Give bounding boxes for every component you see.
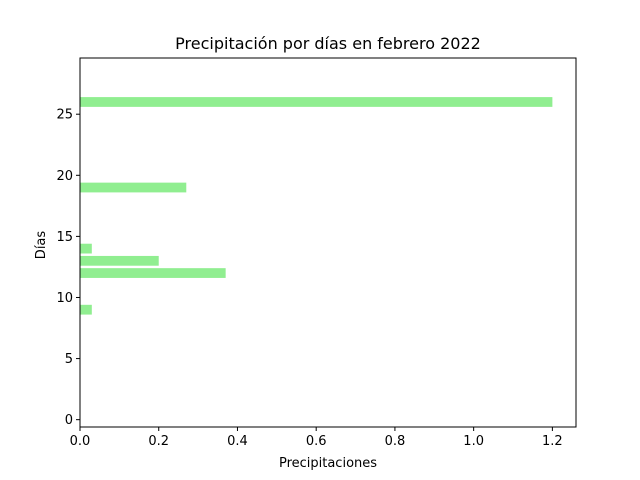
y-tick-label: 5 xyxy=(65,352,73,367)
y-axis-label: Días xyxy=(34,231,49,260)
bar-day-13 xyxy=(80,255,159,266)
x-tick-label: 0.0 xyxy=(70,434,91,449)
x-tick-label: 0.6 xyxy=(306,434,327,449)
x-tick-label: 0.8 xyxy=(385,434,406,449)
x-axis-label: Precipitaciones xyxy=(279,456,377,471)
x-axis-ticks: 0.0 0.2 0.4 0.6 0.8 1.0 1.2 xyxy=(70,427,563,449)
y-tick-label: 20 xyxy=(56,169,73,184)
y-axis-ticks: 0 5 10 15 20 25 xyxy=(56,108,80,428)
bar-day-9 xyxy=(80,304,92,315)
bar-day-26 xyxy=(80,97,553,107)
chart-title: Precipitación por días en febrero 2022 xyxy=(175,34,481,53)
bar-day-19 xyxy=(80,182,187,193)
y-tick-label: 15 xyxy=(56,230,73,245)
x-tick-label: 1.2 xyxy=(542,434,563,449)
plot-frame xyxy=(79,57,577,428)
bar-day-12 xyxy=(80,268,226,278)
x-tick-label: 0.2 xyxy=(148,434,169,449)
y-tick-label: 25 xyxy=(56,108,73,123)
x-tick-label: 0.4 xyxy=(227,434,248,449)
y-tick-label: 10 xyxy=(56,291,73,306)
bar-day-14 xyxy=(80,243,92,254)
y-tick-label: 0 xyxy=(65,413,73,428)
bars-group xyxy=(80,97,553,315)
x-tick-label: 1.0 xyxy=(463,434,484,449)
